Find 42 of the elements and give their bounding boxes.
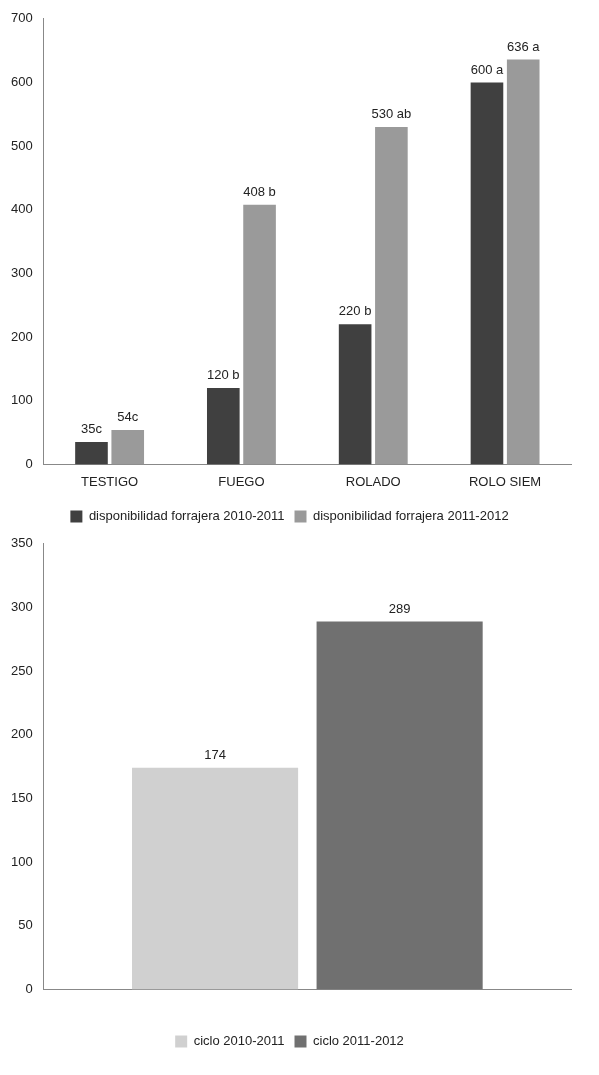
x-tick-label: FUEGO: [218, 473, 265, 489]
y-tick-label: 0: [25, 455, 33, 471]
x-tick-label: ROLO SIEM: [468, 473, 542, 489]
y-tick-label: 100: [10, 392, 33, 408]
y-tick-label: 150: [10, 790, 33, 806]
y-tick-label: 300: [10, 599, 33, 615]
legend-label: ciclo 2010-2011: [193, 1033, 285, 1049]
x-tick-label: TESTIGO: [81, 473, 139, 489]
data-label: 636 a: [506, 38, 541, 54]
x-tick-label: ROLADO: [345, 473, 401, 489]
data-label: 35c: [80, 421, 103, 437]
data-label: 174: [204, 746, 226, 762]
legend-label: disponibilidad forrajera 2010-2011: [88, 508, 285, 524]
legend-label: ciclo 2011-2012: [313, 1033, 404, 1049]
bar: [206, 388, 240, 465]
bar: [111, 430, 145, 465]
y-tick-label: 600: [10, 74, 33, 90]
data-label: 289: [388, 600, 411, 616]
y-tick-label: 500: [10, 137, 33, 153]
data-label: 600 a: [470, 61, 504, 77]
y-tick-label: 400: [10, 201, 33, 217]
y-tick-label: 250: [10, 662, 33, 678]
data-label: 120 b: [207, 367, 240, 383]
bar: [375, 127, 408, 465]
y-tick-label: 350: [10, 535, 33, 551]
bar: [506, 59, 540, 465]
bar: [75, 442, 108, 465]
bar: [470, 82, 504, 465]
y-tick-label: 700: [10, 10, 33, 26]
y-tick-label: 200: [10, 726, 33, 742]
bar: [243, 204, 276, 465]
y-tick-label: 100: [10, 853, 33, 869]
y-tick-label: 0: [25, 980, 33, 996]
bar: [338, 324, 372, 465]
data-label: 220 b: [338, 303, 372, 319]
data-label: 54c: [117, 409, 139, 425]
y-tick-label: 200: [10, 328, 33, 344]
data-label: 408 b: [243, 183, 276, 199]
data-label: 530 ab: [371, 106, 412, 122]
y-tick-label: 50: [18, 917, 33, 933]
legend-label: disponibilidad forrajera 2011-2012: [313, 508, 509, 524]
y-tick-label: 300: [10, 265, 33, 281]
